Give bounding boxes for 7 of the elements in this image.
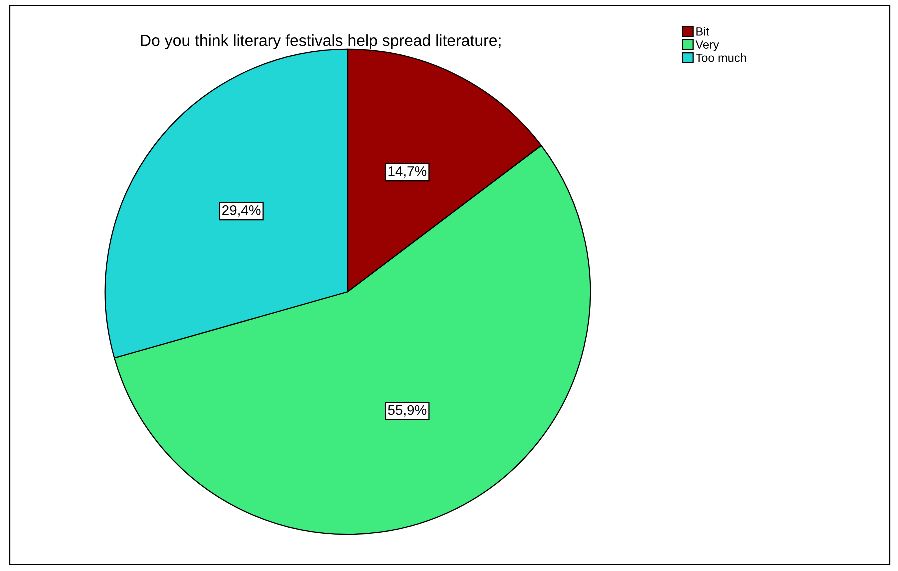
data-label: 14,7% [388,166,427,178]
legend-label: Bit [696,27,710,36]
text: Do you think literary festivals help spread literature; [141,34,501,50]
data-label: 29,4% [222,205,261,217]
data-label: 55,9% [388,405,427,417]
legend-label: Very [696,40,720,52]
legend-label: Too much [696,54,746,62]
